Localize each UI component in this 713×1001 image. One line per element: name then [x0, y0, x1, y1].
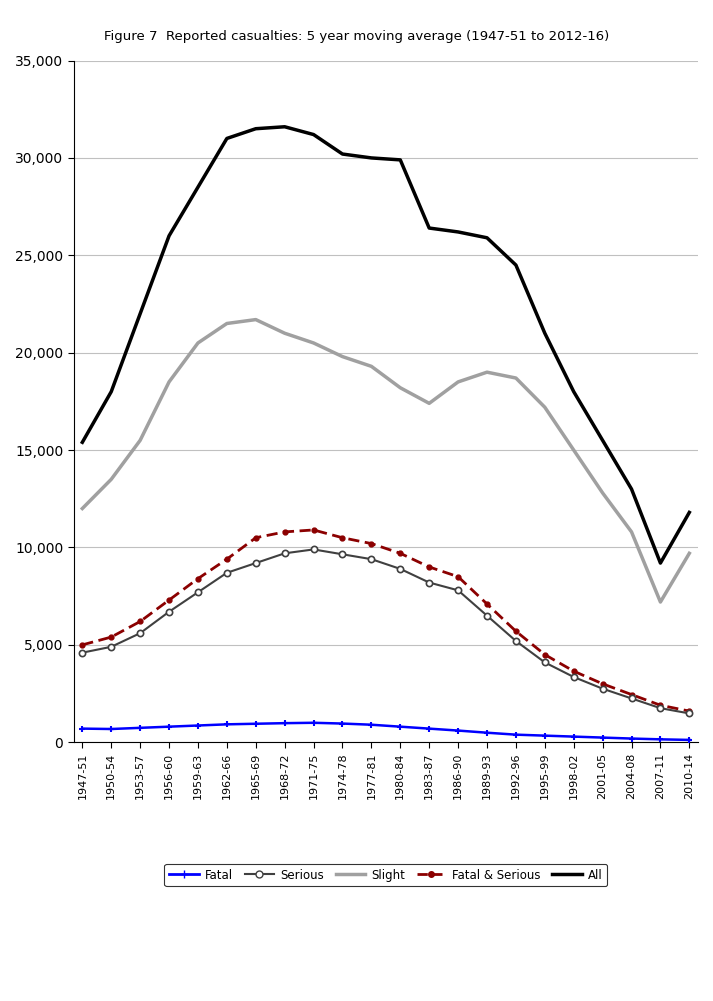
Legend: Fatal, Serious, Slight, Fatal & Serious, All: Fatal, Serious, Slight, Fatal & Serious,… [165, 864, 607, 886]
Text: Figure 7  Reported casualties: 5 year moving average (1947-51 to 2012-16): Figure 7 Reported casualties: 5 year mov… [104, 30, 609, 43]
